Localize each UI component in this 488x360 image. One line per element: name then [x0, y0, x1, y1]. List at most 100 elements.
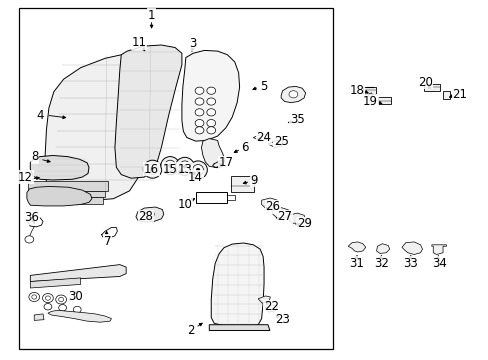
- Ellipse shape: [206, 109, 215, 116]
- Ellipse shape: [29, 292, 40, 302]
- Text: 6: 6: [240, 141, 248, 154]
- Polygon shape: [136, 207, 163, 222]
- Ellipse shape: [195, 120, 203, 127]
- Ellipse shape: [146, 211, 154, 217]
- Polygon shape: [209, 325, 269, 330]
- Text: 36: 36: [24, 211, 39, 224]
- Ellipse shape: [195, 109, 203, 116]
- Text: 34: 34: [431, 257, 446, 270]
- Text: 21: 21: [451, 88, 466, 101]
- Text: 8: 8: [31, 150, 39, 163]
- Text: 11: 11: [132, 36, 146, 49]
- Polygon shape: [281, 86, 305, 103]
- Ellipse shape: [32, 295, 37, 299]
- Text: 32: 32: [373, 257, 388, 270]
- Text: 10: 10: [177, 198, 192, 211]
- Ellipse shape: [168, 164, 172, 167]
- Text: 4: 4: [36, 109, 44, 122]
- Bar: [195, 192, 227, 203]
- Text: 5: 5: [260, 80, 267, 93]
- Ellipse shape: [147, 164, 158, 175]
- Polygon shape: [211, 243, 264, 328]
- Polygon shape: [267, 140, 282, 148]
- Ellipse shape: [44, 303, 52, 310]
- Ellipse shape: [188, 161, 207, 179]
- Ellipse shape: [206, 87, 215, 94]
- Ellipse shape: [56, 295, 66, 304]
- Polygon shape: [28, 181, 107, 191]
- Text: 23: 23: [275, 313, 289, 326]
- Polygon shape: [30, 197, 102, 204]
- Text: 17: 17: [218, 156, 233, 169]
- Polygon shape: [45, 53, 161, 201]
- Polygon shape: [376, 244, 389, 253]
- Ellipse shape: [73, 306, 81, 313]
- Polygon shape: [182, 50, 239, 141]
- Ellipse shape: [206, 98, 215, 105]
- Text: 12: 12: [18, 171, 33, 184]
- Ellipse shape: [196, 168, 200, 172]
- Text: 16: 16: [144, 163, 159, 176]
- Text: 33: 33: [403, 257, 417, 270]
- Polygon shape: [30, 265, 126, 282]
- Text: 2: 2: [186, 324, 194, 337]
- Polygon shape: [442, 91, 449, 99]
- Polygon shape: [288, 213, 305, 223]
- Polygon shape: [29, 191, 105, 197]
- Ellipse shape: [192, 165, 203, 175]
- Polygon shape: [362, 87, 375, 94]
- Ellipse shape: [143, 160, 162, 178]
- Ellipse shape: [164, 160, 175, 171]
- Polygon shape: [48, 310, 111, 322]
- Ellipse shape: [206, 120, 215, 127]
- Polygon shape: [264, 305, 277, 312]
- Polygon shape: [377, 97, 390, 104]
- Polygon shape: [27, 186, 92, 206]
- Text: 14: 14: [188, 171, 203, 184]
- Ellipse shape: [45, 296, 50, 300]
- Bar: [19, 8, 332, 349]
- Ellipse shape: [59, 305, 66, 311]
- Polygon shape: [34, 314, 44, 320]
- Text: 15: 15: [163, 163, 177, 176]
- Text: 18: 18: [349, 84, 364, 97]
- Ellipse shape: [175, 157, 194, 175]
- Ellipse shape: [25, 236, 34, 243]
- Text: 27: 27: [277, 210, 291, 223]
- Polygon shape: [424, 84, 439, 91]
- Ellipse shape: [161, 157, 179, 175]
- Ellipse shape: [150, 167, 154, 171]
- Polygon shape: [253, 134, 267, 141]
- Text: 3: 3: [189, 37, 197, 50]
- Bar: [230, 176, 254, 192]
- Text: 19: 19: [363, 95, 377, 108]
- Text: 9: 9: [250, 174, 258, 186]
- Ellipse shape: [59, 297, 63, 302]
- Polygon shape: [201, 139, 224, 167]
- Text: 24: 24: [256, 131, 271, 144]
- Text: 30: 30: [68, 291, 83, 303]
- Polygon shape: [431, 245, 446, 255]
- Ellipse shape: [206, 127, 215, 134]
- Polygon shape: [261, 198, 278, 208]
- Polygon shape: [347, 242, 365, 252]
- Ellipse shape: [211, 160, 224, 168]
- Ellipse shape: [288, 91, 297, 98]
- Text: 29: 29: [296, 217, 311, 230]
- Ellipse shape: [195, 87, 203, 94]
- Polygon shape: [258, 296, 270, 303]
- Text: 31: 31: [349, 257, 364, 270]
- Text: 26: 26: [265, 201, 280, 213]
- Text: 1: 1: [147, 9, 155, 22]
- Text: 28: 28: [138, 210, 153, 223]
- Text: 35: 35: [289, 113, 304, 126]
- Ellipse shape: [179, 161, 190, 172]
- Text: 25: 25: [273, 135, 288, 148]
- Polygon shape: [30, 156, 89, 180]
- Polygon shape: [115, 45, 182, 178]
- Text: 20: 20: [417, 76, 432, 89]
- Text: 7: 7: [103, 235, 111, 248]
- Ellipse shape: [183, 165, 186, 168]
- Ellipse shape: [42, 294, 53, 302]
- Polygon shape: [30, 278, 81, 288]
